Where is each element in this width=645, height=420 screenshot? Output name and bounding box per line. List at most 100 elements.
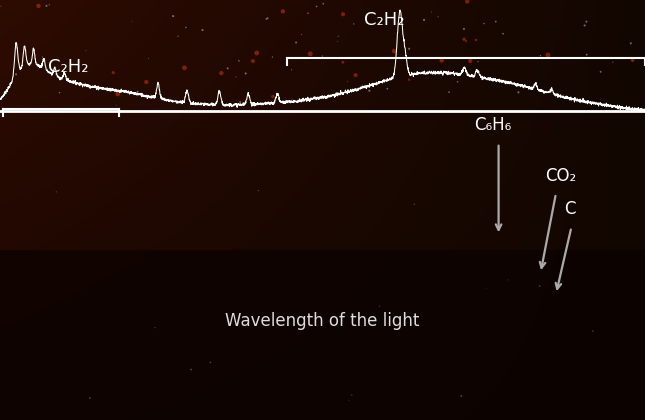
Point: [473, 58, 483, 65]
Point: [338, 59, 348, 66]
Text: C₂H₂: C₂H₂: [48, 58, 89, 76]
Point: [409, 201, 419, 207]
Point: [437, 57, 447, 64]
Point: [268, 93, 278, 100]
Point: [513, 89, 524, 96]
Point: [267, 54, 277, 60]
Point: [223, 65, 233, 72]
Point: [404, 76, 414, 83]
Point: [318, 0, 328, 7]
Text: C₆H₆: C₆H₆: [474, 116, 511, 134]
Point: [382, 85, 393, 92]
Point: [270, 97, 280, 104]
Point: [419, 16, 429, 23]
Point: [44, 1, 54, 8]
Point: [150, 324, 160, 331]
Point: [11, 71, 21, 78]
Point: [253, 187, 264, 194]
Point: [233, 58, 244, 64]
Point: [333, 33, 343, 39]
Point: [498, 30, 508, 37]
Point: [491, 18, 501, 25]
Point: [277, 97, 288, 104]
Point: [459, 36, 469, 42]
Point: [342, 78, 352, 85]
Point: [348, 21, 359, 27]
Point: [51, 189, 61, 195]
Point: [173, 33, 183, 39]
Point: [179, 65, 190, 71]
Point: [433, 13, 443, 20]
Point: [338, 11, 348, 18]
Point: [350, 72, 361, 79]
Point: [235, 99, 245, 105]
Point: [588, 328, 598, 334]
Text: C: C: [564, 200, 576, 218]
Point: [34, 3, 44, 9]
Point: [452, 79, 462, 85]
Point: [37, 54, 48, 60]
Point: [535, 283, 545, 289]
Point: [581, 18, 591, 25]
Point: [374, 303, 384, 310]
Point: [127, 18, 137, 24]
Point: [503, 276, 513, 283]
Point: [317, 53, 328, 60]
Point: [81, 47, 91, 54]
Point: [542, 52, 553, 58]
Point: [261, 16, 272, 22]
Point: [481, 286, 491, 292]
Point: [332, 38, 342, 45]
Point: [297, 31, 307, 38]
Point: [479, 20, 489, 27]
Point: [628, 57, 638, 63]
Point: [263, 15, 273, 21]
Point: [278, 8, 288, 15]
Point: [579, 22, 590, 29]
Point: [608, 59, 618, 66]
Point: [462, 0, 472, 5]
Point: [252, 50, 262, 56]
Point: [444, 68, 454, 75]
Point: [595, 68, 606, 75]
Point: [231, 74, 241, 80]
Point: [141, 79, 152, 85]
Text: Wavelength of the light: Wavelength of the light: [225, 312, 420, 330]
Point: [197, 27, 208, 34]
Point: [84, 394, 95, 401]
Point: [286, 66, 297, 73]
Point: [312, 3, 322, 10]
Point: [471, 37, 481, 43]
Point: [41, 3, 52, 9]
Point: [461, 38, 471, 45]
Point: [332, 54, 342, 61]
Point: [216, 70, 226, 76]
Point: [344, 397, 354, 404]
Point: [168, 13, 178, 19]
Text: C₂H₂: C₂H₂: [364, 11, 404, 29]
Point: [241, 70, 251, 77]
Point: [426, 9, 437, 16]
Point: [181, 24, 191, 31]
Point: [111, 102, 121, 109]
Point: [456, 393, 466, 399]
Point: [582, 51, 592, 58]
Point: [291, 39, 301, 46]
Point: [364, 87, 375, 94]
Point: [186, 366, 196, 373]
Point: [132, 88, 143, 95]
Point: [0, 3, 6, 10]
Point: [461, 70, 471, 77]
Text: CO₂: CO₂: [545, 167, 576, 185]
Point: [305, 50, 315, 57]
Point: [54, 89, 64, 96]
Point: [205, 359, 215, 366]
Point: [112, 91, 123, 97]
Point: [465, 58, 475, 64]
Point: [389, 48, 399, 55]
Point: [535, 52, 546, 59]
Point: [143, 55, 154, 62]
Point: [248, 58, 258, 64]
Point: [287, 96, 297, 102]
Point: [404, 45, 414, 52]
